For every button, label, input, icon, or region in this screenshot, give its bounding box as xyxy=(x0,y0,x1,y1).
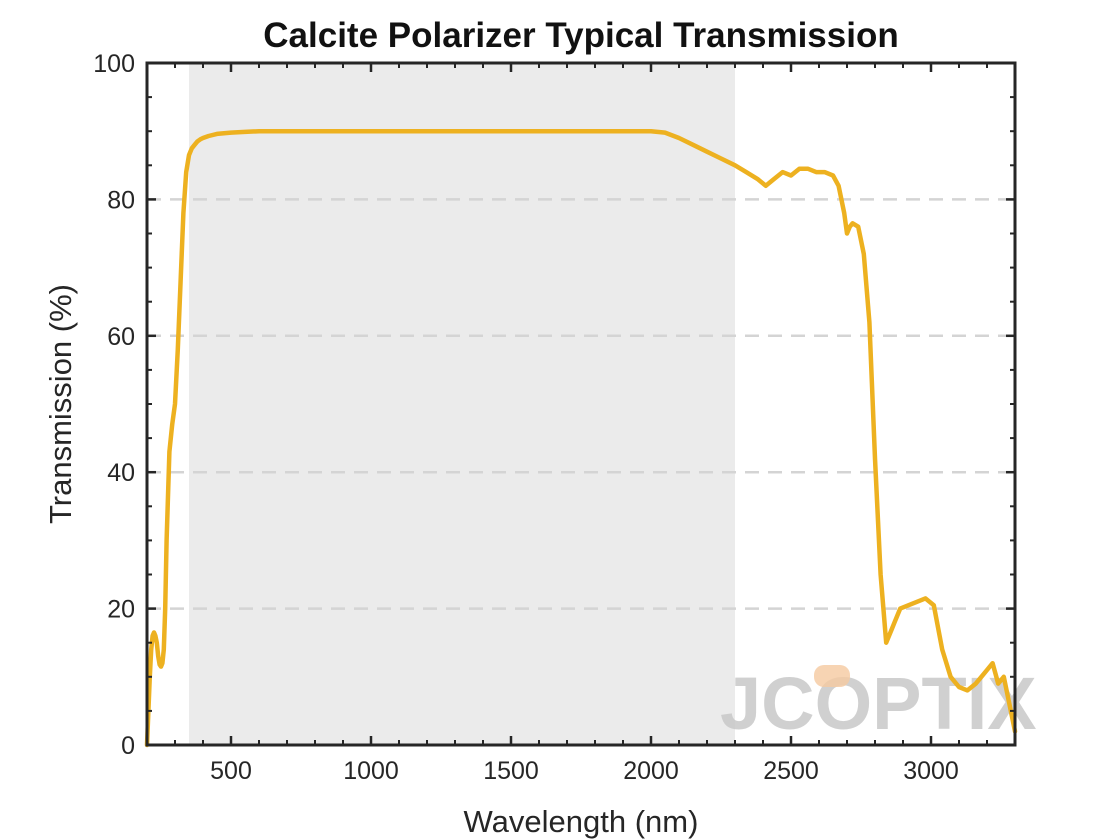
series-line xyxy=(144,128,1018,748)
x-tick-label: 2000 xyxy=(623,757,679,785)
y-tick-label: 60 xyxy=(107,323,135,351)
axis-ticks xyxy=(147,63,1015,745)
watermark-text: JCOPTIX xyxy=(720,662,1037,745)
y-tick-label: 0 xyxy=(121,732,135,760)
x-tick-label: 3000 xyxy=(903,757,959,785)
x-tick-label: 1500 xyxy=(483,757,539,785)
x-tick-labels: 500 1000 1500 2000 2500 3000 xyxy=(210,757,959,785)
x-axis-label: Wavelength (nm) xyxy=(464,804,699,839)
watermark-accent xyxy=(814,665,850,687)
x-tick-label: 2500 xyxy=(763,757,819,785)
y-axis-label: Transmission (%) xyxy=(43,284,78,524)
shaded-region xyxy=(189,64,735,744)
y-tick-label: 80 xyxy=(107,186,135,214)
y-tick-label: 20 xyxy=(107,596,135,624)
x-tick-label: 1000 xyxy=(343,757,399,785)
y-tick-label: 40 xyxy=(107,459,135,487)
watermark: JCOPTIX xyxy=(720,662,1037,745)
chart-title: Calcite Polarizer Typical Transmission xyxy=(263,16,898,55)
y-tick-label: 100 xyxy=(93,50,135,78)
y-tick-labels: 0 20 40 60 80 100 xyxy=(93,50,135,760)
x-tick-label: 500 xyxy=(210,757,252,785)
